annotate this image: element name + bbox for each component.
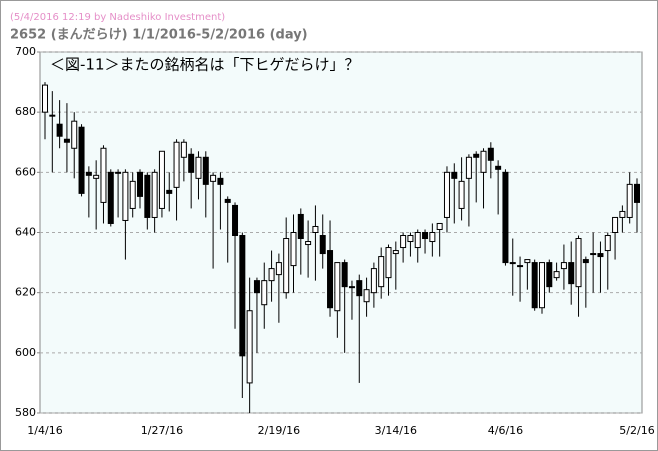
candle-body [560, 262, 567, 270]
candle-body [517, 265, 524, 268]
candle-body [268, 268, 275, 282]
candle-body [370, 268, 377, 294]
x-tick-label: 3/14/16 [375, 424, 417, 437]
candle-body [568, 262, 575, 285]
candle-body [115, 171, 122, 174]
candle-body [42, 84, 48, 113]
x-tick-label: 1/4/16 [27, 424, 62, 437]
candle-body [436, 222, 443, 230]
candle-body [246, 310, 253, 384]
candle-body [422, 232, 429, 240]
candle-body [524, 259, 531, 264]
y-tick-label: 600 [15, 346, 36, 359]
candle-body [56, 123, 63, 137]
candle-body [392, 250, 399, 255]
candle-body [531, 262, 538, 309]
candle-body [202, 156, 209, 185]
candle-body [363, 289, 370, 303]
candle-body [385, 247, 392, 279]
candle-body [546, 262, 553, 288]
candle-body [458, 180, 465, 209]
candle-body [188, 153, 195, 173]
candle-body [151, 171, 158, 218]
candle-body [582, 259, 589, 264]
candle-body [275, 262, 282, 276]
candle-body [107, 171, 114, 224]
candle-body [451, 171, 458, 179]
candle-body [253, 280, 260, 294]
candle-body [553, 271, 560, 279]
candle-body [443, 171, 450, 218]
candle-body [597, 253, 604, 258]
candle-body [71, 120, 78, 149]
candle-body [400, 235, 407, 249]
y-tick-label: 620 [15, 286, 36, 299]
candle-body [634, 183, 640, 203]
candle-body [378, 256, 385, 288]
candle-body [239, 235, 246, 357]
candle-body [626, 183, 633, 218]
candle-body [495, 165, 502, 170]
y-tick-label: 700 [15, 45, 36, 58]
candle-body [224, 198, 231, 203]
candle-body [180, 141, 187, 158]
candle-body [210, 174, 217, 182]
x-tick-label: 2/19/16 [258, 424, 300, 437]
candle-body [173, 141, 180, 188]
candle-body [158, 150, 165, 209]
candle-body [502, 171, 509, 264]
candle-body [414, 232, 421, 249]
candle-body [487, 147, 494, 161]
candle-body [334, 262, 341, 312]
candle-body [480, 150, 487, 173]
source-text: (5/4/2016 12:19 by Nadeshiko Investment) [10, 12, 225, 23]
candle-body [429, 232, 436, 243]
candle-body [407, 235, 414, 243]
candle-body [78, 126, 85, 194]
candle-body [93, 174, 100, 179]
candle-body [85, 171, 92, 176]
candle-body [509, 262, 516, 265]
candle-body [217, 177, 224, 185]
candle-body [232, 204, 239, 237]
candle-body [319, 235, 326, 255]
candle-body [612, 216, 619, 233]
y-tick-label: 660 [15, 165, 36, 178]
candle-body [312, 225, 319, 234]
candle-body [100, 147, 107, 203]
candle-body [465, 156, 472, 179]
candle-body [356, 280, 363, 297]
candle-body [297, 213, 304, 240]
candle-body [290, 232, 297, 267]
candle-body [283, 238, 290, 294]
candle-body [166, 189, 173, 194]
candle-body [195, 156, 202, 179]
candle-body [261, 280, 268, 306]
candle-body [327, 250, 334, 309]
candle-body [604, 235, 611, 252]
x-tick-label: 5/2/16 [619, 424, 654, 437]
candle-body [137, 171, 144, 197]
y-tick-label: 680 [15, 105, 36, 118]
candle-body [144, 174, 151, 218]
candle-body [619, 210, 626, 218]
y-tick-label: 640 [15, 226, 36, 239]
annotation: ＜図-11＞またの銘柄名は「下ヒゲだらけ」？ [50, 56, 360, 74]
x-tick-label: 4/6/16 [488, 424, 523, 437]
candle-body [129, 180, 136, 209]
candle-body [473, 153, 480, 158]
candle-body [538, 262, 545, 309]
candle-body [575, 238, 582, 288]
candle-body [348, 286, 355, 289]
candle-body [63, 138, 70, 143]
candle-body [122, 171, 129, 221]
chart-title: 2652 (まんだらけ) 1/1/2016-5/2/2016 (day) [10, 28, 308, 43]
candle-body [590, 253, 597, 256]
candle-body [341, 262, 348, 288]
y-tick-label: 580 [15, 406, 36, 419]
x-tick-label: 1/27/16 [141, 424, 183, 437]
candle-body [305, 241, 312, 246]
candle-body [49, 114, 56, 117]
